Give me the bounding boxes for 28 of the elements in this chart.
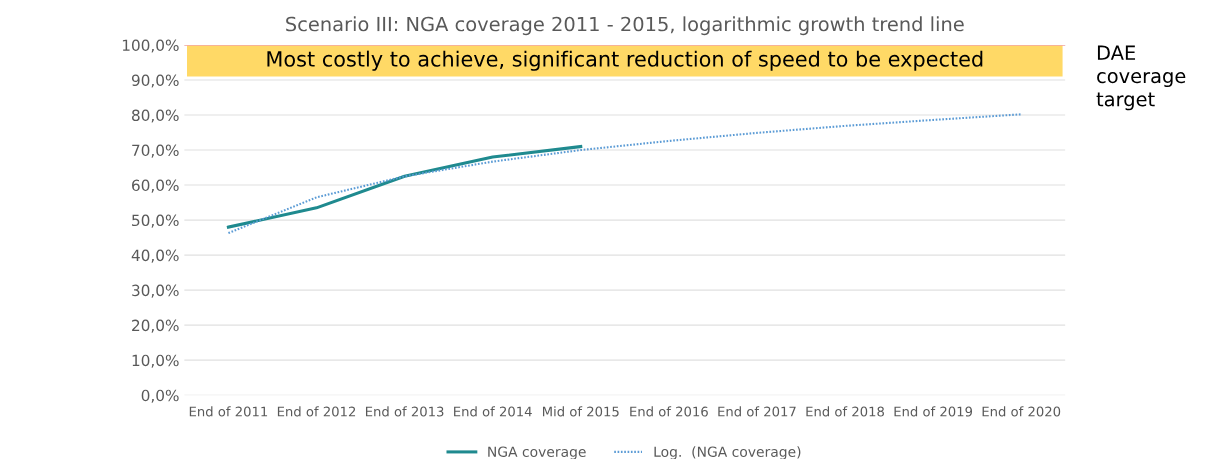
x-tick-label: End of 2011 [189, 406, 268, 417]
chart-title: Scenario III: NGA coverage 2011 - 2015, logarithmic growth trend line [286, 16, 964, 36]
line-series [226, 145, 583, 229]
y-tick-label: 90,0% [131, 74, 179, 88]
y-tick-label: 50,0% [132, 214, 179, 228]
y-tick-label: 60,0% [132, 179, 179, 193]
x-tick-label: End of 2016 [630, 406, 708, 417]
y-tick-label: 40,0% [131, 249, 179, 263]
y-tick-label: 10,0% [132, 354, 179, 368]
ref-line-label: DAE coverage target [1096, 45, 1186, 111]
x-tick-label: End of 2012 [277, 406, 356, 417]
x-tick-label: End of 2013 [365, 406, 444, 417]
line-series [227, 113, 1023, 235]
y-tick-label: 100,0% [122, 39, 179, 53]
y-tick-label: 20,0% [132, 319, 179, 333]
x-tick-label: End of 2018 [806, 406, 884, 417]
x-tick-label: Mid of 2015 [542, 406, 619, 417]
y-tick-label: 80,0% [132, 109, 179, 123]
legend-label: Log. (NGA coverage) [654, 446, 801, 459]
y-tick-label: 70,0% [132, 144, 179, 158]
x-tick-label: End of 2014 [454, 406, 532, 417]
y-tick-label: 30,0% [132, 284, 179, 298]
x-tick-label: End of 2017 [718, 406, 796, 417]
x-tick-label: End of 2020 [982, 406, 1061, 417]
legend-label: NGA coverage [488, 446, 586, 459]
x-tick-label: End of 2019 [894, 406, 973, 417]
y-tick-label: 0,0% [141, 389, 179, 403]
band-label: Most costly to achieve, significant reduction of speed to be expected [267, 50, 983, 71]
